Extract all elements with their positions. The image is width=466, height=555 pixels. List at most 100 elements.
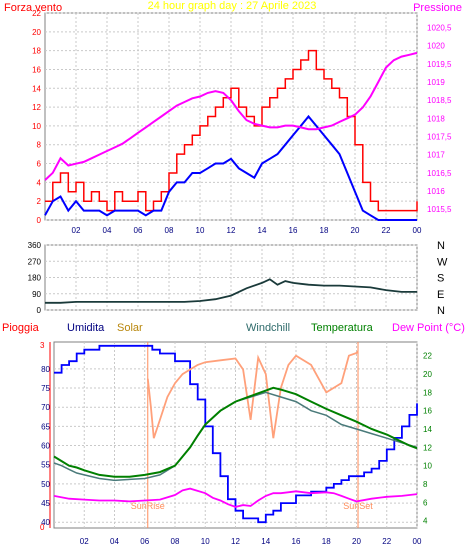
temperature-x-tick: 16 <box>292 537 301 546</box>
wind-y-tick: 8 <box>37 141 42 150</box>
temperature-x-tick: 00 <box>413 537 422 546</box>
direction-y-tick: 0 <box>37 306 42 315</box>
series-temperatura <box>53 386 418 478</box>
temperature-y-tick: 6 <box>423 498 428 507</box>
temperature-humidity-panel: Pioggia Umidita Solar Windchill Temperat… <box>2 322 465 546</box>
wind-y-tick: 22 <box>32 9 41 18</box>
legend: Pioggia Umidita Solar Windchill Temperat… <box>2 322 465 334</box>
sunset-label: SunSet <box>343 501 373 511</box>
temperature-x-tick: 18 <box>322 537 331 546</box>
wind-x-tick: 16 <box>289 226 298 235</box>
humidity-y-tick: 45 <box>41 499 50 508</box>
pressure-y-tick: 1016 <box>427 187 445 196</box>
direction-y-ticks: 0 90 180 270 360 <box>28 241 42 315</box>
temperature-x-tick: 02 <box>80 537 89 546</box>
humidity-y-ticks: 40 45 50 55 60 65 70 75 80 <box>41 365 50 527</box>
legend-solar: Solar <box>117 322 143 334</box>
compass-label: N <box>437 305 445 317</box>
wind-y-tick: 2 <box>37 197 42 206</box>
wind-y-ticks: 0 2 4 6 8 10 12 14 16 18 20 22 <box>32 9 41 225</box>
compass-label: W <box>437 256 448 268</box>
pressure-y-tick: 1017 <box>427 151 445 160</box>
humidity-y-tick: 40 <box>41 518 50 527</box>
pressure-y-tick: 1020 <box>427 42 445 51</box>
temperature-x-tick: 22 <box>382 537 391 546</box>
temperature-y-tick: 10 <box>423 462 432 471</box>
rain-y-tick: 0 <box>40 523 45 532</box>
wind-x-tick: 20 <box>351 226 360 235</box>
direction-y-tick: 360 <box>28 241 42 250</box>
series-wind-average <box>44 114 417 221</box>
temperature-x-tick: 04 <box>110 537 119 546</box>
legend-pioggia: Pioggia <box>2 322 40 334</box>
legend-windchill: Windchill <box>246 322 290 334</box>
humidity-y-tick: 50 <box>41 480 50 489</box>
humidity-y-tick: 60 <box>41 442 50 451</box>
wind-x-tick: 08 <box>165 226 174 235</box>
wind-axis-label: Forza vento <box>4 2 62 14</box>
chart-title: 24 hour graph day : 27 Aprile 2023 <box>148 0 317 12</box>
temperature-x-tick: 20 <box>352 537 361 546</box>
wind-x-tick: 18 <box>320 226 329 235</box>
wind-y-tick: 0 <box>37 216 42 225</box>
pressure-y-tick: 1019 <box>427 78 445 87</box>
temperature-y-tick: 14 <box>423 425 432 434</box>
pressure-y-tick: 1015,5 <box>427 205 452 214</box>
humidity-y-tick: 65 <box>41 422 50 431</box>
wind-x-tick: 02 <box>72 226 81 235</box>
temperature-x-tick: 12 <box>231 537 240 546</box>
wind-x-tick: 06 <box>134 226 143 235</box>
temperature-grid <box>54 342 418 528</box>
rain-y-ticks: 03 <box>40 341 51 532</box>
direction-y-tick: 180 <box>28 274 42 283</box>
temperature-y-tick: 18 <box>423 388 432 397</box>
temperature-x-tick: 08 <box>171 537 180 546</box>
humidity-y-tick: 55 <box>41 461 50 470</box>
compass-label: S <box>437 273 444 285</box>
wind-x-tick: 00 <box>413 226 422 235</box>
wind-y-tick: 12 <box>32 103 41 112</box>
wind-y-tick: 20 <box>32 28 41 37</box>
temperature-x-tick: 06 <box>140 537 149 546</box>
wind-y-tick: 6 <box>37 160 42 169</box>
pressure-y-tick: 1019,5 <box>427 60 452 69</box>
temperature-x-ticks: 02 04 06 08 10 12 14 16 18 20 22 00 <box>80 537 422 546</box>
wind-x-ticks: 02 04 06 08 10 12 14 16 18 20 22 00 <box>72 226 422 235</box>
legend-umidita: Umidita <box>67 322 105 334</box>
temperature-y-tick: 20 <box>423 370 432 379</box>
series-umidita <box>54 344 418 524</box>
temperature-y-tick: 8 <box>423 480 428 489</box>
pressure-y-tick: 1020,5 <box>427 24 452 33</box>
temperature-y-tick: 4 <box>423 517 428 526</box>
series-direzione <box>45 278 417 304</box>
direction-y-tick: 90 <box>32 290 41 299</box>
compass-label: E <box>437 289 444 301</box>
wind-x-tick: 10 <box>196 226 205 235</box>
direction-series <box>45 278 417 304</box>
legend-dew-point: Dew Point (°C) <box>392 322 465 334</box>
temperature-x-tick: 10 <box>201 537 210 546</box>
sunrise-label: SunRise <box>131 501 165 511</box>
wind-y-tick: 16 <box>32 65 41 74</box>
wind-y-tick: 10 <box>32 122 41 131</box>
wind-x-tick: 12 <box>227 226 236 235</box>
wind-x-tick: 14 <box>258 226 267 235</box>
wind-y-tick: 14 <box>32 84 41 93</box>
humidity-y-tick: 75 <box>41 384 50 393</box>
pressure-y-tick: 1017,5 <box>427 132 452 141</box>
temperature-y-tick: 12 <box>423 443 432 452</box>
pressure-y-tick: 1016,5 <box>427 169 452 178</box>
wind-x-tick: 22 <box>382 226 391 235</box>
temperature-x-tick: 14 <box>261 537 270 546</box>
direction-y-tick: 270 <box>28 257 42 266</box>
series-solar <box>146 350 359 439</box>
pressure-y-tick: 1018 <box>427 114 445 123</box>
rain-y-tick: 3 <box>40 341 45 350</box>
temperature-series <box>53 344 418 524</box>
pressure-axis-label: Pressione <box>413 2 462 14</box>
temperature-y-tick: 16 <box>423 407 432 416</box>
pressure-y-tick: 1018,5 <box>427 96 452 105</box>
